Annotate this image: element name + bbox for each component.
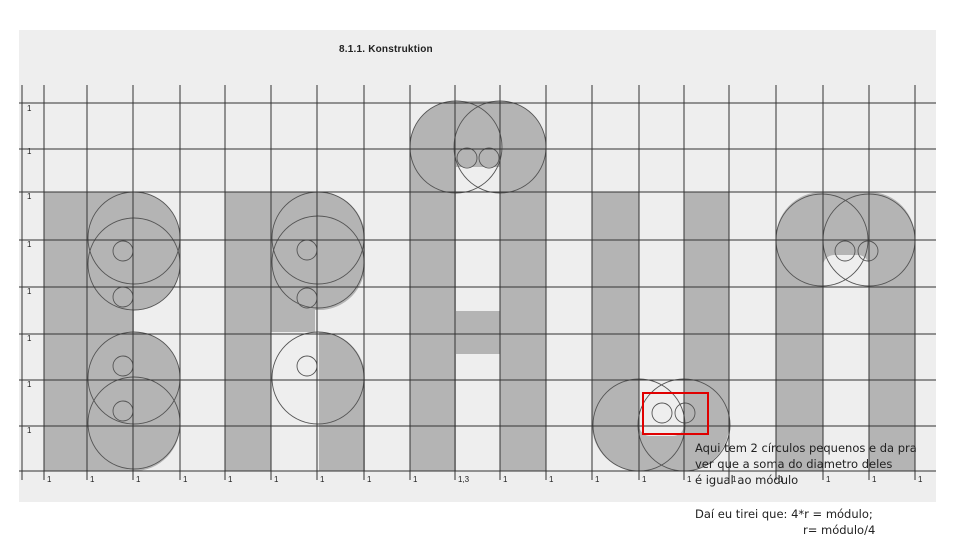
module-label-left: 1	[27, 426, 32, 435]
module-label-bottom: 1	[595, 475, 600, 484]
module-label-bottom: 1	[779, 475, 784, 484]
module-label-left: 1	[27, 240, 32, 249]
module-label-left: 1	[27, 192, 32, 201]
note-line-1: Aqui tem 2 círculos pequenos e da pra	[695, 441, 917, 455]
note-line-3: é igual ao módulo	[695, 473, 799, 487]
module-label-bottom: 1	[413, 475, 418, 484]
n-small-circle-1	[834, 240, 856, 262]
letter-b-lower-bowl	[89, 332, 181, 472]
note-formula: r= módulo/4	[803, 523, 876, 537]
module-label-left: 1	[27, 334, 32, 343]
construction-sheet: 8.1.1. Konstruktion 1 1 1 1 1 1 1 1 1 1 1 1 1 1 1 1 1 1,3…	[19, 30, 936, 502]
module-label-left: 1	[27, 287, 32, 296]
module-label-bottom: 1	[367, 475, 372, 484]
module-label-bottom: 1	[183, 475, 188, 484]
highlight-box	[642, 392, 709, 435]
module-label-left: 1	[27, 104, 32, 113]
letter-r-leg	[315, 331, 366, 471]
module-label-bottom: 1	[47, 475, 52, 484]
braun-construction-drawing	[19, 85, 936, 480]
u-small-circle-2	[674, 402, 696, 424]
letter-shapes	[44, 101, 916, 472]
letter-r-bowl	[271, 192, 366, 311]
module-label-bottom: 1	[549, 475, 554, 484]
figure-title: 8.1.1. Konstruktion	[339, 44, 433, 55]
module-label-bottom: 1	[274, 475, 279, 484]
letter-r-stem	[225, 192, 271, 471]
module-label-bottom: 1	[320, 475, 325, 484]
module-label-bottom: 1	[918, 475, 923, 484]
module-label-left: 1	[27, 147, 32, 156]
letter-r-bar	[271, 310, 315, 332]
module-label-bottom: 1	[642, 475, 647, 484]
note-line-2: ver que a soma do diametro deles	[695, 457, 893, 471]
module-label-bottom: 1	[503, 475, 508, 484]
module-grid	[19, 85, 936, 480]
note-conclusion: Daí eu tirei que: 4*r = módulo;	[695, 507, 873, 521]
module-label-left: 1	[27, 380, 32, 389]
letter-b-upper-bowl	[89, 192, 180, 310]
letter-a-crossbar	[456, 311, 500, 354]
module-label-special: 1,3	[458, 475, 470, 484]
a-small-circle-1	[456, 147, 478, 169]
module-label-bottom: 1	[732, 475, 737, 484]
module-label-bottom: 1	[872, 475, 877, 484]
letter-b-bar	[89, 310, 134, 332]
letter-u	[592, 192, 729, 471]
module-label-bottom: 1	[228, 475, 233, 484]
a-small-circle-2	[478, 147, 500, 169]
n-small-circle-2	[857, 240, 879, 262]
module-label-bottom: 1	[90, 475, 95, 484]
annotation-note: Aqui tem 2 círculos pequenos e da pra ve…	[695, 440, 957, 538]
module-label-bottom: 1	[687, 475, 692, 484]
module-label-bottom: 1	[826, 475, 831, 484]
letter-a-outer	[410, 101, 546, 471]
letter-b-stem	[44, 192, 89, 471]
letter-n	[775, 191, 916, 471]
module-label-bottom: 1	[136, 475, 141, 484]
r-small-circle-3	[296, 355, 318, 377]
u-small-circle-1	[651, 402, 673, 424]
